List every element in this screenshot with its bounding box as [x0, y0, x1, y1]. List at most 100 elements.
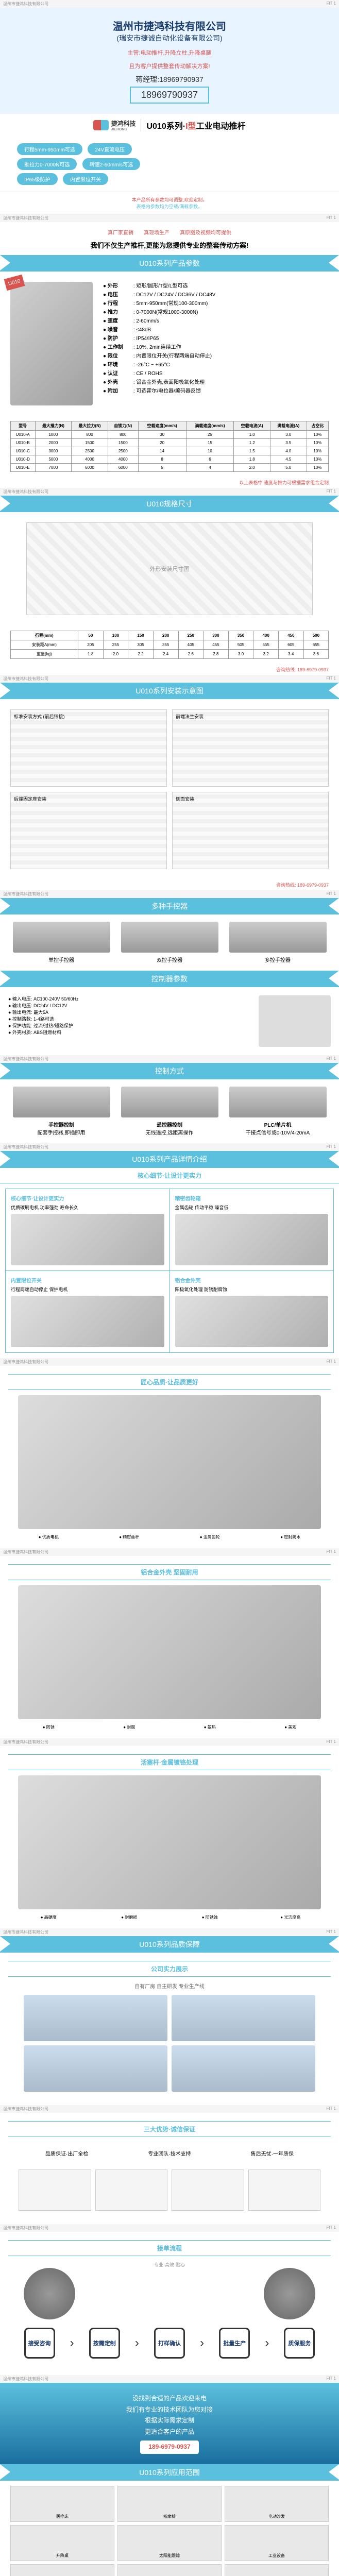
- sect-install: U010系列安装示意图: [0, 683, 339, 699]
- table-row: U010-A100080080030251.03.010%: [10, 431, 329, 439]
- product-image: U010: [10, 282, 93, 405]
- biz1: 主营:电动推杆,升降立柱,升降桌腿: [5, 48, 334, 57]
- arrow-icon: ›: [200, 2336, 204, 2350]
- feat: ● 金属齿轮: [174, 1534, 245, 1540]
- strength-title: 公司实力展示: [8, 1961, 331, 1977]
- param-line: ● 行程: 5mm-950mm(常规100-300mm): [103, 299, 329, 308]
- logo-sub: JIEHONG: [111, 128, 135, 131]
- param-line: ● 工作制: 10%, 2min连续工作: [103, 343, 329, 352]
- company-sub: (瑞安市捷诚自动化设备有限公司): [5, 33, 334, 43]
- detail-img: [11, 1296, 164, 1347]
- sect-cm: 控制方式: [0, 1063, 339, 1079]
- honor-title: 三大优势·诚信保证: [8, 2121, 331, 2137]
- table-row: 重量(kg)1.82.02.22.42.62.83.03.23.43.6: [10, 650, 329, 659]
- cert: [19, 2170, 91, 2211]
- app-item: 医疗床: [10, 2486, 114, 2522]
- table-row: 安装距A(mm)205255305355405455505555605655: [10, 640, 329, 650]
- detail-img: [175, 1214, 329, 1265]
- table-row: U010-B20001500150020151.23.510%: [10, 439, 329, 447]
- detail-cell: 内置限位开关行程两端自动停止 保护电机: [6, 1271, 170, 1352]
- tip-bar: 本产品所有参数均可调整,欢迎定制。 表格内参数均为空载/满载参数。: [0, 192, 339, 214]
- sect-detail: U010系列产品详情介绍: [0, 1151, 339, 1167]
- cm-img: [121, 1087, 218, 1117]
- ct: 真厂家直销: [105, 227, 137, 237]
- app-item: 门窗启闭: [117, 2564, 222, 2576]
- param-line: ● 外形: 矩形/圆形/T型/L型可选: [103, 282, 329, 291]
- table-row: U010-C30002500250014101.54.010%: [10, 447, 329, 455]
- big-block: 匠心品质·让品质更好 ● 优质电机● 精密丝杆● 金属齿轮● 密封防水: [0, 1366, 339, 1548]
- hotline: 咨询热线: 189-6979-0937: [0, 664, 339, 675]
- th: 满载电流(A): [270, 421, 307, 431]
- param-list: ● 外形: 矩形/圆形/T型/L型可选● 电压: DC12V / DC24V /…: [103, 282, 329, 405]
- bb-img: [18, 1395, 321, 1529]
- bb-title: 铝合金外壳 坚固耐用: [8, 1564, 331, 1580]
- arrow-icon: ›: [135, 2336, 139, 2350]
- table-row: U010-E700060006000542.05.010%: [10, 464, 329, 472]
- company-title: 温州市捷鸿科技有限公司: [5, 18, 334, 33]
- process-step: 接受咨询: [24, 2328, 55, 2359]
- cm-img: [13, 1087, 110, 1117]
- sect-hs: 多种手控器: [0, 898, 339, 914]
- factory-photo: [172, 2045, 315, 2092]
- th: 最大拉力(N): [72, 421, 108, 431]
- th: 100: [103, 631, 128, 640]
- ctrl-param: ● 输入电压: AC100-240V 50/60Hz: [8, 995, 253, 1002]
- param-line: ● 附加: 可选霍尔/电位器/编码器反馈: [103, 387, 329, 396]
- process-icon: [264, 2268, 315, 2319]
- callout: 真厂家直销 真现场生产 真原图及视频均可提供 我们不仅生产推杆,更能为您提供专业…: [0, 222, 339, 255]
- process-step: 批量生产: [219, 2328, 250, 2359]
- hs-img: [13, 922, 110, 953]
- detail-grid: 核心细节·让设计更实力优质碳刷电机 功率强劲 寿命长久精密齿轮箱金属齿轮 传动平…: [5, 1189, 334, 1353]
- cm-row: 手控器控制配套手控器,即插即用 遥控器控制无线遥控,远距离操作 PLC/单片机干…: [0, 1079, 339, 1143]
- app-item: 舞台设备: [225, 2564, 329, 2576]
- app-item: 农业机械: [10, 2564, 114, 2576]
- param-line: ● 限位: 内置限位开关(行程两端自动停止): [103, 352, 329, 361]
- red-note: 以上表格中:速度与推力可根据需求组合定制: [0, 477, 339, 488]
- callout-main: 我们不仅生产推杆,更能为您提供专业的整套传动方案!: [5, 240, 334, 250]
- brand-row: 捷鸿科技 JIEHONG U010系列·I型工业电动推杆: [0, 114, 339, 137]
- cm-img: [229, 1087, 327, 1117]
- feat: ● 优质电机: [13, 1534, 84, 1540]
- th: 200: [153, 631, 178, 640]
- th: 行程(mm): [10, 631, 78, 640]
- param-line: ● 认证: CE / ROHS: [103, 369, 329, 378]
- param-line: ● 电压: DC12V / DC24V / DC36V / DC48V: [103, 291, 329, 299]
- hs-img: [229, 922, 327, 953]
- app-item: 升降桌: [10, 2525, 114, 2561]
- th: 150: [128, 631, 154, 640]
- ct: 真现场生产: [141, 227, 173, 237]
- drawing-img: 外形安装尺寸图: [26, 522, 313, 615]
- factory-photo: [24, 1995, 167, 2041]
- install-grid: 标准安装方式 (前后铰接) 前端法兰安装 后端固定座安装 侧面安装: [0, 699, 339, 879]
- feat: ● 密封防水: [255, 1534, 326, 1540]
- param-line: ● 外壳: 铝合金外壳,表面阳极氧化处理: [103, 378, 329, 387]
- app-item: 工业设备: [225, 2525, 329, 2561]
- feat: ● 光洁度高: [255, 1914, 326, 1920]
- th: 自锁力(N): [108, 421, 138, 431]
- feat: ● 高硬度: [13, 1914, 84, 1920]
- pills: 行程5mm-950mm可选 24V直流电压 推拉力0-7000N可选 转速2-6…: [0, 137, 339, 192]
- th: 300: [204, 631, 229, 640]
- th: 占空比: [307, 421, 329, 431]
- app-item: 电动沙发: [225, 2486, 329, 2522]
- banner-phone: 189-6979-0937: [140, 2441, 198, 2454]
- param-line: ● 防护: IP54/IP65: [103, 334, 329, 343]
- series: U010系列·I型工业电动推杆: [146, 119, 245, 131]
- header: 温州市捷鸿科技有限公司 (瑞安市捷诚自动化设备有限公司) 主营:电动推杆,升降立…: [0, 8, 339, 114]
- big-block: 铝合金外壳 坚固耐用 ● 防锈● 耐腐● 散热● 美观: [0, 1556, 339, 1738]
- th: 500: [303, 631, 329, 640]
- th: 型号: [10, 421, 35, 431]
- process-step: 按需定制: [89, 2328, 120, 2359]
- app-item: 太阳能跟踪: [117, 2525, 222, 2561]
- sect-quality: U010系列品质保障: [0, 1936, 339, 1953]
- bb-img: [18, 1775, 321, 1909]
- param-row: U010 ● 外形: 矩形/圆形/T型/L型可选● 电压: DC12V / DC…: [0, 272, 339, 416]
- ctrl-row: ● 输入电压: AC100-240V 50/60Hz● 输出电压: DC24V …: [0, 987, 339, 1055]
- detail-cell: 精密齿轮箱金属齿轮 传动平稳 噪音低: [170, 1189, 334, 1270]
- app-item: 按摩椅: [117, 2486, 222, 2522]
- detail-img: [11, 1214, 164, 1265]
- pill: 内置限位开关: [63, 173, 108, 185]
- drawing: 外形安装尺寸图: [0, 512, 339, 625]
- feat: ● 精密丝杆: [94, 1534, 165, 1540]
- factory-photo: [172, 1995, 315, 2041]
